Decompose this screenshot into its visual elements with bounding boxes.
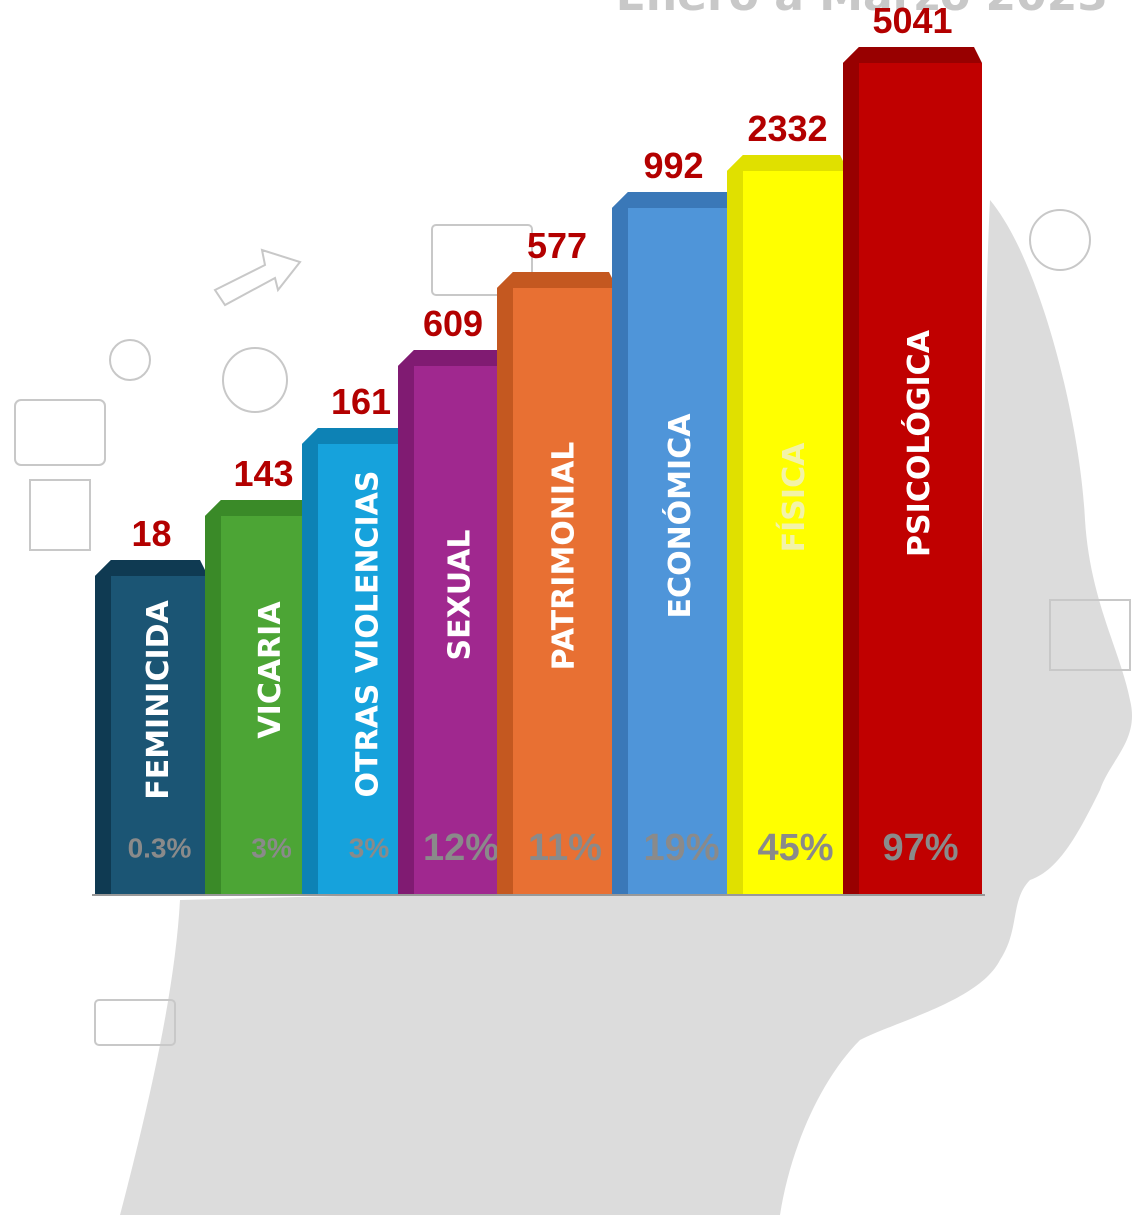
bar-side <box>95 560 111 895</box>
value-label: 143 <box>233 453 293 494</box>
value-label: 609 <box>423 303 483 344</box>
value-label: 2332 <box>747 108 827 149</box>
bar-side <box>398 350 414 895</box>
bar-side <box>205 500 221 895</box>
percent-label: 19% <box>643 827 719 869</box>
bar-top <box>612 192 735 208</box>
value-label: 992 <box>643 145 703 186</box>
percent-label: 12% <box>423 827 499 869</box>
bar <box>859 63 982 895</box>
category-label: VICARIA <box>253 601 288 739</box>
bars: 18 FEMINICIDA 0.3% 143 VICARIA 3% 161 OTRAS VIO… <box>92 0 985 896</box>
value-label: 18 <box>131 513 171 554</box>
category-label: ECONÓMICA <box>661 413 698 619</box>
category-label: PATRIMONIAL <box>547 442 582 671</box>
value-label: 577 <box>527 225 587 266</box>
percent-label: 3% <box>251 832 292 863</box>
bar-side <box>843 47 859 895</box>
bar-side <box>612 192 628 895</box>
percent-label: 45% <box>757 827 833 869</box>
category-label: SEXUAL <box>443 529 478 660</box>
percent-label: 3% <box>349 832 390 863</box>
bar-top <box>205 500 322 516</box>
doodles <box>14 209 1131 1046</box>
bar-top <box>95 560 208 576</box>
bar-top <box>843 47 982 63</box>
value-label: 161 <box>331 381 391 422</box>
category-label: PSICOLÓGICA <box>900 329 937 557</box>
category-label: FÍSICA <box>776 442 812 552</box>
bar-top <box>398 350 508 366</box>
bar <box>628 208 735 895</box>
head-silhouette <box>120 200 1133 1215</box>
bar <box>513 288 617 895</box>
title: Enero a Marzo 2023 <box>616 0 1108 21</box>
bar-side <box>497 272 513 895</box>
category-label: FEMINICIDA <box>141 599 176 799</box>
category-label: OTRAS VIOLENCIAS <box>351 471 386 798</box>
bar <box>111 576 208 895</box>
percent-label: 11% <box>528 827 602 869</box>
bar-side <box>302 428 318 895</box>
bar-side <box>727 155 743 895</box>
bar <box>743 171 848 895</box>
percent-label: 97% <box>882 827 958 869</box>
percent-label: 0.3% <box>128 832 192 863</box>
bar-top <box>302 428 420 444</box>
bar <box>414 366 508 895</box>
bar-top <box>727 155 848 171</box>
value-label: 5041 <box>872 0 952 41</box>
bar-top <box>497 272 617 288</box>
